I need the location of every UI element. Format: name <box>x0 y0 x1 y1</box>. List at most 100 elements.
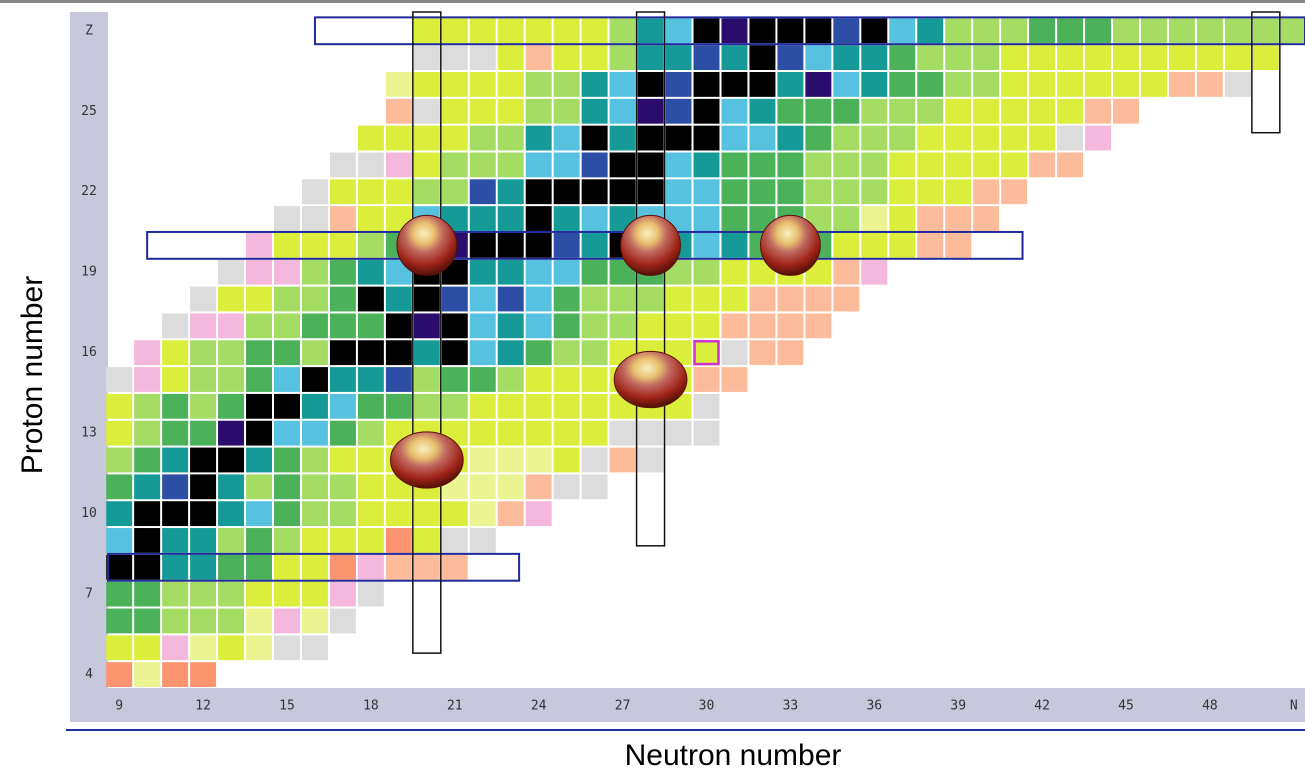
nuclide-cell <box>134 393 161 419</box>
nuclide-cell <box>1113 45 1139 71</box>
nuclide-cell <box>301 501 328 527</box>
nuclide-cell <box>1140 72 1167 97</box>
magic-row-box <box>313 16 1305 46</box>
nuclide-cell <box>833 286 860 312</box>
nuclide-cell <box>1029 125 1056 151</box>
nuclide-cell <box>525 206 552 231</box>
nuclide-cell <box>301 206 328 231</box>
nuclide-cell <box>945 98 972 124</box>
nuclide-cell <box>274 393 300 419</box>
nuclide-cell <box>497 152 524 178</box>
nuclide-cell <box>1029 45 1056 71</box>
nuclide-cell <box>1029 98 1056 124</box>
nuclide-cell <box>777 179 804 205</box>
nuclide-cell <box>665 72 692 97</box>
nuclide-cell <box>190 581 217 607</box>
nuclide-cell <box>777 340 804 366</box>
nuclide-cell <box>889 18 916 44</box>
nuclide-cell <box>329 581 356 607</box>
nuclide-cell <box>469 313 496 339</box>
nuclide-cell <box>301 474 328 500</box>
nuclide-cell <box>190 313 217 339</box>
nuclide-cell <box>497 501 524 527</box>
nuclide-cell <box>581 259 608 285</box>
nuclide-cell <box>693 286 720 312</box>
nuclide-cell <box>329 152 356 178</box>
nuclide-cell <box>1252 18 1279 44</box>
nuclide-cell <box>861 45 888 71</box>
nuclide-cell <box>833 152 860 178</box>
nuclide-cell <box>441 528 468 553</box>
nuclide-cell <box>357 528 384 553</box>
nuclide-cell <box>385 72 412 97</box>
nuclide-cell <box>357 313 384 339</box>
nuclide-cell <box>134 501 161 527</box>
nuclide-cell <box>218 608 245 634</box>
nuclide-cell <box>329 340 356 366</box>
nuclide-cell <box>1057 125 1084 151</box>
nuclide-cell <box>1001 152 1028 178</box>
nuclide-cell <box>525 313 552 339</box>
nuclide-cell <box>497 286 524 312</box>
x-tick-label: 33 <box>783 699 799 714</box>
nuclide-cell <box>134 447 161 473</box>
nuclide-cell <box>162 313 189 339</box>
nuclide-cell <box>385 554 412 580</box>
nuclide-cell <box>301 232 328 258</box>
nuclide-cell <box>609 286 636 312</box>
nuclide-cell <box>581 45 608 71</box>
nuclide-cell <box>274 367 300 392</box>
nuclide-cell <box>665 152 692 178</box>
nuclide-cell <box>693 152 720 178</box>
nuclide-cell <box>665 286 692 312</box>
nuclide-cell <box>274 340 300 366</box>
nuclide-cell <box>805 286 832 312</box>
nuclide-cell <box>1168 18 1195 44</box>
nuclide-cell <box>833 232 860 258</box>
nuclide-cell <box>497 420 524 446</box>
nuclide-cell <box>833 72 860 97</box>
nuclide-cell <box>553 367 580 392</box>
nuclide-cell <box>190 286 217 312</box>
nuclide-cell <box>693 393 720 419</box>
nuclide-cell <box>497 393 524 419</box>
nuclide-cell <box>553 125 580 151</box>
nuclide-cell <box>1168 45 1195 71</box>
nuclide-cell <box>721 286 748 312</box>
nuclide-cell <box>833 45 860 71</box>
nuclide-cell <box>469 206 496 231</box>
nuclide-cell <box>329 420 356 446</box>
nuclide-cell <box>1057 18 1084 44</box>
nuclide-cell <box>525 18 552 44</box>
nuclide-cell <box>609 420 636 446</box>
nuclide-cell <box>581 18 608 44</box>
nuclide-cell <box>413 125 440 151</box>
nuclide-cell <box>385 286 412 312</box>
nuclide-cell <box>749 98 776 124</box>
nuclide-cell <box>329 259 356 285</box>
nuclide-cell <box>945 179 972 205</box>
nuclide-cell <box>525 501 552 527</box>
nuclide-cell <box>274 313 300 339</box>
nuclide-cell <box>413 393 440 419</box>
nuclide-cell <box>861 98 888 124</box>
nuclide-cell <box>469 152 496 178</box>
nuclide-cell <box>441 340 468 366</box>
nuclide-cell <box>106 554 133 580</box>
nuclide-cell <box>721 367 748 392</box>
nuclide-cell <box>441 554 468 580</box>
nuclide-cell <box>581 340 608 366</box>
cells <box>106 18 1305 687</box>
nuclide-cell <box>609 45 636 71</box>
nuclide-cell <box>134 367 161 392</box>
nuclide-cell <box>274 528 300 553</box>
nuclide-cell <box>329 206 356 231</box>
y-axis-strip <box>70 12 108 688</box>
nuclide-cell <box>945 125 972 151</box>
nuclide-cell <box>441 72 468 97</box>
nuclide-cell <box>833 125 860 151</box>
nuclide-cell <box>329 367 356 392</box>
nuclide-cell <box>917 125 944 151</box>
nuclide-cell <box>497 313 524 339</box>
nuclide-cell <box>497 98 524 124</box>
